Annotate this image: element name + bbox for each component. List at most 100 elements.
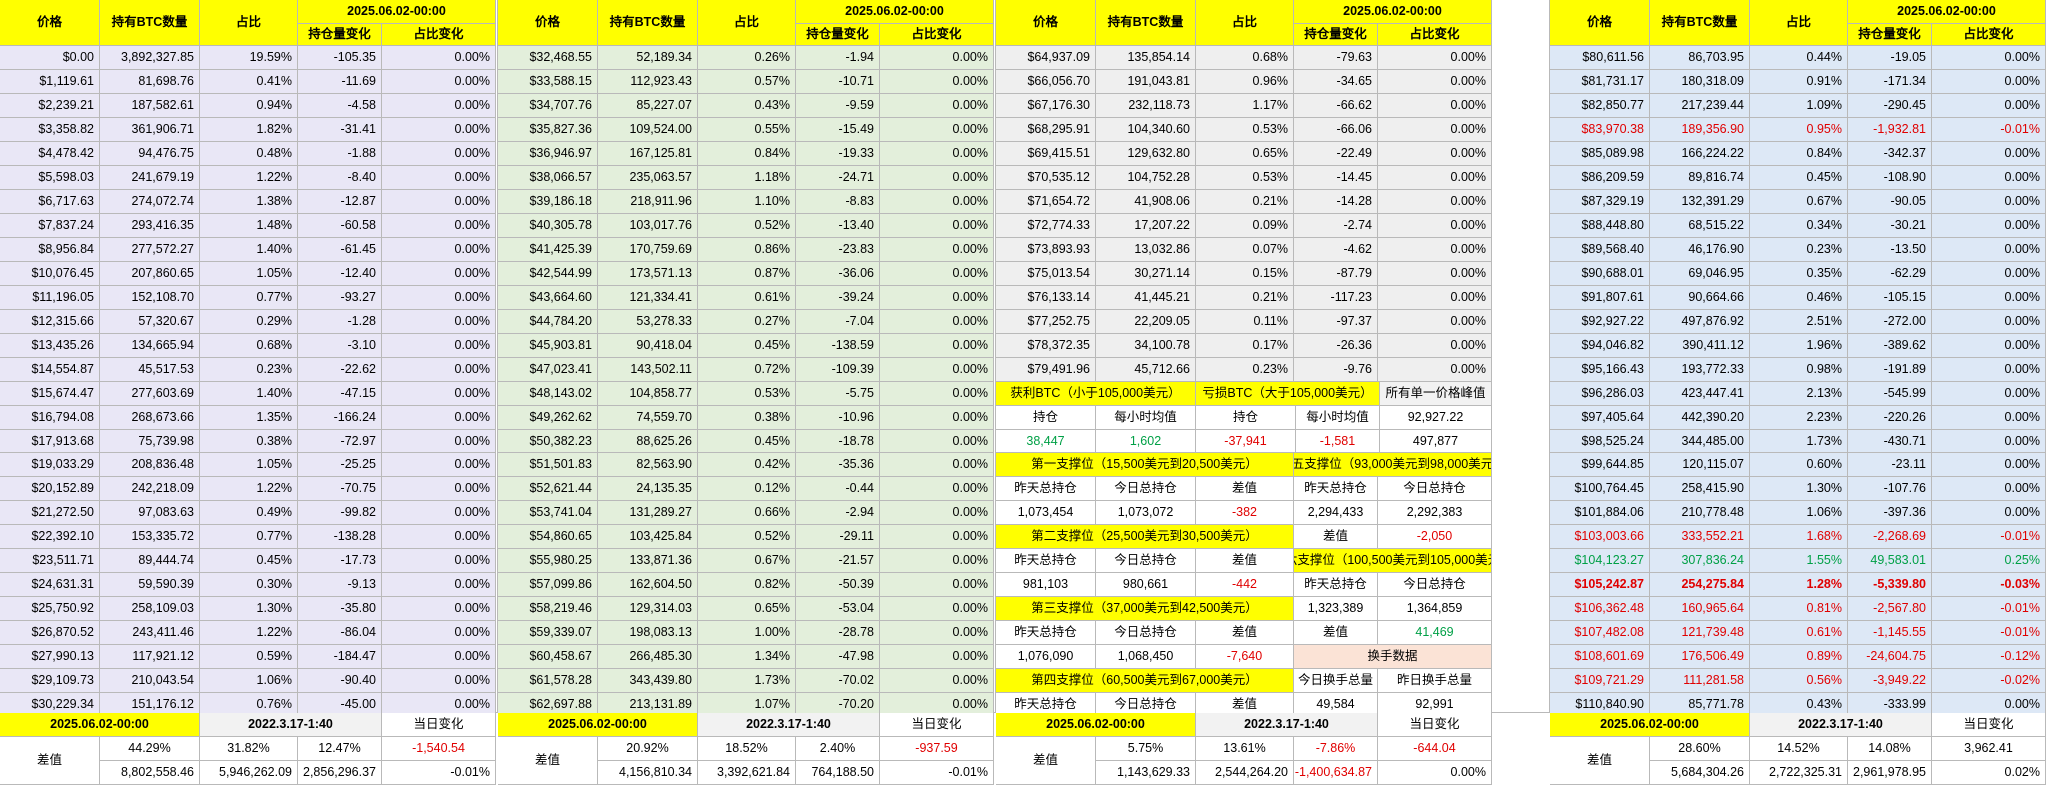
table-cell[interactable]: 1.38% <box>200 190 298 214</box>
table-cell[interactable]: 0.07% <box>1196 238 1294 262</box>
footer-value[interactable]: -0.01% <box>382 761 496 785</box>
table-cell[interactable]: 0.81% <box>1750 597 1848 621</box>
value[interactable]: 1,076,090 <box>996 645 1096 669</box>
table-cell[interactable]: 0.00% <box>1378 238 1492 262</box>
table-cell[interactable]: 333,552.21 <box>1650 525 1750 549</box>
table-cell[interactable]: 0.67% <box>698 549 796 573</box>
footer-ref[interactable]: 2022.3.17-1:40 <box>698 713 880 737</box>
table-cell[interactable]: 152,108.70 <box>100 286 200 310</box>
table-cell[interactable]: 0.00% <box>880 214 994 238</box>
table-cell[interactable]: 0.84% <box>698 142 796 166</box>
table-cell[interactable]: -4.62 <box>1294 238 1378 262</box>
table-cell[interactable]: -12.87 <box>298 190 382 214</box>
value[interactable]: 981,103 <box>996 573 1096 597</box>
table-cell[interactable]: 0.23% <box>1750 238 1848 262</box>
table-cell[interactable]: $8,956.84 <box>0 238 100 262</box>
table-cell[interactable]: 1.22% <box>200 166 298 190</box>
table-cell[interactable]: 0.17% <box>1196 334 1294 358</box>
table-cell[interactable]: $24,631.31 <box>0 573 100 597</box>
table-cell[interactable]: 0.00% <box>1932 94 2046 118</box>
table-cell[interactable]: -19.05 <box>1848 46 1932 70</box>
table-cell[interactable]: $27,990.13 <box>0 645 100 669</box>
table-cell[interactable]: 0.00% <box>880 262 994 286</box>
table-cell[interactable]: 111,281.58 <box>1650 669 1750 693</box>
table-cell[interactable]: $49,262.62 <box>498 406 598 430</box>
footer-value[interactable]: 28.60% <box>1650 737 1750 761</box>
table-cell[interactable]: 0.00% <box>1378 334 1492 358</box>
table-cell[interactable]: 0.00% <box>382 358 496 382</box>
header-hold-change[interactable]: 持仓量变化 <box>796 24 880 46</box>
table-cell[interactable]: $36,946.97 <box>498 142 598 166</box>
table-cell[interactable]: 232,118.73 <box>1096 94 1196 118</box>
table-cell[interactable]: $50,382.23 <box>498 430 598 453</box>
table-cell[interactable]: 390,411.12 <box>1650 334 1750 358</box>
table-cell[interactable]: -272.00 <box>1848 310 1932 334</box>
footer-date[interactable]: 2025.06.02-00:00 <box>0 713 200 737</box>
table-cell[interactable]: 0.00% <box>880 286 994 310</box>
label[interactable]: 持仓 <box>996 406 1096 430</box>
table-cell[interactable]: 0.00% <box>382 214 496 238</box>
table-cell[interactable]: -191.89 <box>1848 358 1932 382</box>
header-ratio-change[interactable]: 占比变化 <box>880 24 994 46</box>
label[interactable]: 持仓 <box>1196 406 1296 430</box>
footer-diff[interactable]: 差值 <box>0 737 100 785</box>
table-cell[interactable]: -3,949.22 <box>1848 669 1932 693</box>
table-cell[interactable]: 0.00% <box>880 477 994 501</box>
table-cell[interactable]: $42,544.99 <box>498 262 598 286</box>
table-cell[interactable]: 344,485.00 <box>1650 430 1750 453</box>
table-cell[interactable]: 0.00% <box>1932 214 2046 238</box>
footer-ref[interactable]: 2022.3.17-1:40 <box>200 713 382 737</box>
table-cell[interactable]: 0.42% <box>698 453 796 477</box>
table-cell[interactable]: 243,411.46 <box>100 621 200 645</box>
table-cell[interactable]: -10.71 <box>796 70 880 94</box>
table-cell[interactable]: 0.43% <box>698 94 796 118</box>
table-cell[interactable]: $64,937.09 <box>996 46 1096 70</box>
header-ratio[interactable]: 占比 <box>200 0 298 46</box>
table-cell[interactable]: 241,679.19 <box>100 166 200 190</box>
table-cell[interactable]: -34.65 <box>1294 70 1378 94</box>
value[interactable]: 1,073,072 <box>1096 501 1196 525</box>
footer-value[interactable]: -7.86% <box>1294 737 1378 761</box>
table-cell[interactable]: $19,033.29 <box>0 453 100 477</box>
value[interactable]: 1,323,389 <box>1294 597 1378 621</box>
table-cell[interactable]: 167,125.81 <box>598 142 698 166</box>
table-cell[interactable]: $44,784.20 <box>498 310 598 334</box>
value[interactable]: 38,447 <box>996 430 1096 453</box>
table-cell[interactable]: -93.27 <box>298 286 382 310</box>
footer-date[interactable]: 2025.06.02-00:00 <box>1550 713 1750 737</box>
table-cell[interactable]: 0.45% <box>698 430 796 453</box>
table-cell[interactable]: 86,703.95 <box>1650 46 1750 70</box>
table-cell[interactable]: $108,601.69 <box>1550 645 1650 669</box>
table-cell[interactable]: -2,567.80 <box>1848 597 1932 621</box>
table-cell[interactable]: -109.39 <box>796 358 880 382</box>
table-cell[interactable]: 1.35% <box>200 406 298 430</box>
header-date[interactable]: 2025.06.02-00:00 <box>1294 0 1492 24</box>
table-cell[interactable]: $48,143.02 <box>498 382 598 406</box>
table-cell[interactable]: 0.45% <box>200 549 298 573</box>
table-cell[interactable]: $29,109.73 <box>0 669 100 693</box>
table-cell[interactable]: 198,083.13 <box>598 621 698 645</box>
table-cell[interactable]: $75,013.54 <box>996 262 1096 286</box>
table-cell[interactable]: 0.00% <box>1932 310 2046 334</box>
table-cell[interactable]: 0.00% <box>880 238 994 262</box>
table-cell[interactable]: 1.68% <box>1750 525 1848 549</box>
table-cell[interactable]: 0.94% <box>200 94 298 118</box>
table-cell[interactable]: -21.57 <box>796 549 880 573</box>
footer-value[interactable]: 0.02% <box>1932 761 2046 785</box>
footer-value[interactable]: 31.82% <box>200 737 298 761</box>
table-cell[interactable]: 129,632.80 <box>1096 142 1196 166</box>
table-cell[interactable]: $70,535.12 <box>996 166 1096 190</box>
table-cell[interactable]: 0.68% <box>200 334 298 358</box>
table-cell[interactable]: $34,707.76 <box>498 94 598 118</box>
table-cell[interactable]: -13.50 <box>1848 238 1932 262</box>
table-cell[interactable]: 293,416.35 <box>100 214 200 238</box>
table-cell[interactable]: $109,721.29 <box>1550 669 1650 693</box>
support-title[interactable]: 第六支撑位（100,500美元到105,000美元） <box>1294 549 1492 573</box>
table-cell[interactable]: $12,315.66 <box>0 310 100 334</box>
table-cell[interactable]: 0.00% <box>880 166 994 190</box>
table-cell[interactable]: $47,023.41 <box>498 358 598 382</box>
table-cell[interactable]: 52,189.34 <box>598 46 698 70</box>
table-cell[interactable]: 0.00% <box>1378 142 1492 166</box>
table-cell[interactable]: -430.71 <box>1848 430 1932 453</box>
table-cell[interactable]: 132,391.29 <box>1650 190 1750 214</box>
